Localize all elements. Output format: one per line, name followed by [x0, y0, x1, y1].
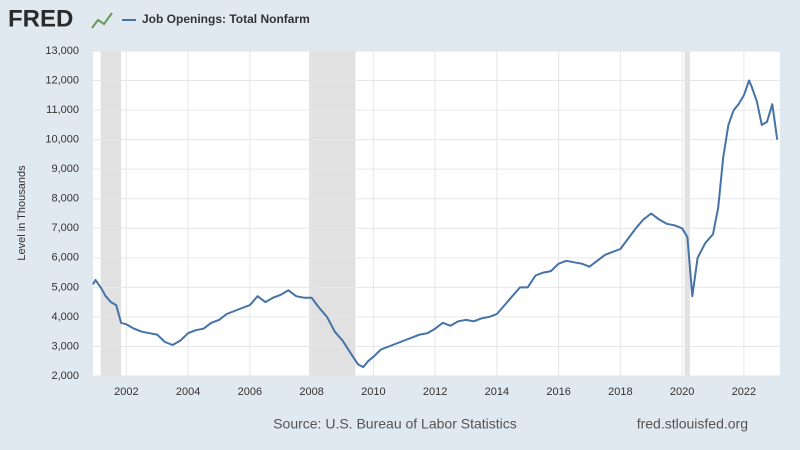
data-line [92, 79, 779, 369]
x-tick-label: 2022 [732, 386, 756, 398]
y-tick-label: 11,000 [46, 104, 79, 116]
y-tick-label: 12,000 [45, 74, 79, 86]
x-tick-label: 2012 [423, 386, 447, 398]
y-tick-label: 13,000 [45, 45, 79, 57]
logo: FRED [8, 5, 73, 32]
y-tick-label: 2,000 [51, 370, 79, 382]
x-tick-label: 2016 [546, 386, 570, 398]
x-tick-label: 2014 [485, 386, 509, 398]
y-tick-label: 8,000 [51, 193, 79, 205]
y-tick-label: 10,000 [45, 134, 79, 146]
y-tick-label: 6,000 [51, 252, 79, 264]
logo-icon [91, 12, 113, 29]
y-tick-label: 5,000 [51, 281, 79, 293]
x-tick-label: 2006 [238, 386, 262, 398]
y-tick-label: 7,000 [51, 222, 79, 234]
y-tick-label: 3,000 [51, 340, 79, 352]
recession-band [684, 51, 690, 376]
x-tick-label: 2020 [670, 386, 694, 398]
recession-band [100, 51, 122, 376]
legend-label: Job Openings: Total Nonfarm [142, 12, 310, 26]
x-tick-label: 2008 [299, 386, 323, 398]
y-tick-label: 4,000 [51, 311, 79, 323]
plot-area [93, 51, 780, 376]
site: fred.stlouisfed.org [637, 416, 748, 432]
y-axis-label: Level in Thousands [16, 165, 28, 261]
recession-band [309, 51, 356, 376]
source: Source: U.S. Bureau of Labor Statistics [273, 416, 517, 432]
x-tick-label: 2018 [608, 386, 632, 398]
x-tick-label: 2010 [361, 386, 385, 398]
y-tick-label: 9,000 [51, 163, 79, 175]
x-tick-label: 2004 [176, 386, 200, 398]
x-tick-label: 2002 [114, 386, 138, 398]
